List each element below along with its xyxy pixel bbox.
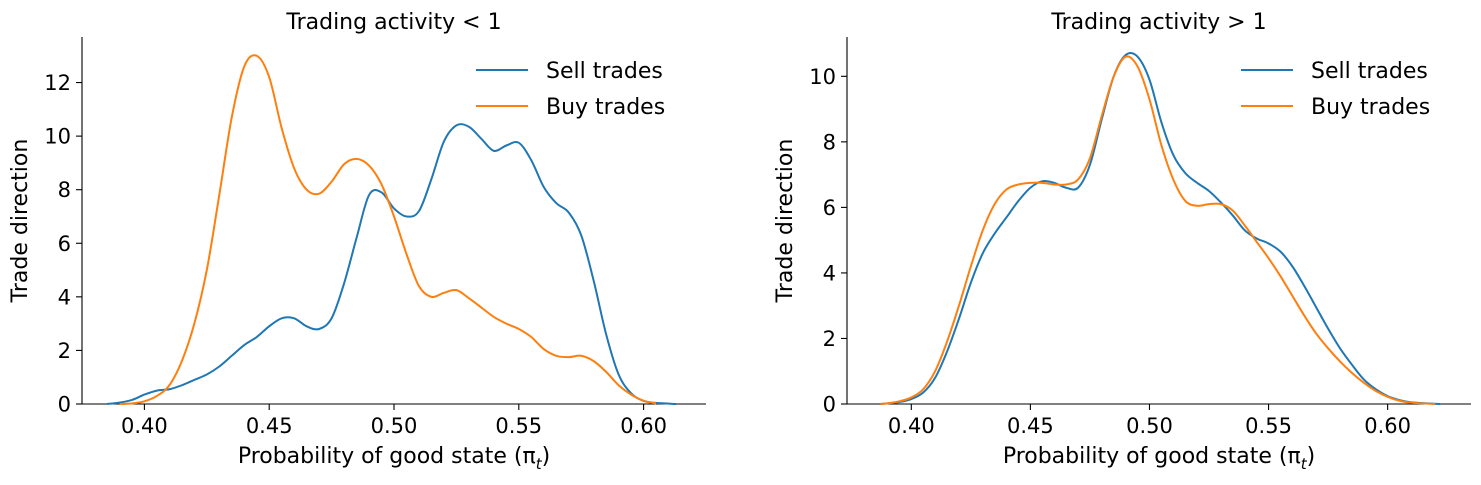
x-tick-label: 0.55 [495,414,542,438]
legend: Sell trades Buy trades [476,59,665,120]
y-tick-label: 0 [823,393,836,417]
x-axis-label: Probability of good state (πt) [1003,444,1315,473]
y-tick-label: 2 [823,327,836,351]
series-line-buy-trades [119,54,657,405]
chart-title: Trading activity < 1 [285,10,501,35]
series-line-buy-trades [880,55,1436,405]
series-line-sell-trades [106,123,677,405]
x-tick-label: 0.50 [1126,414,1173,438]
x-axis-label-subscript: t [1301,455,1308,473]
x-tick-label: 0.60 [1364,414,1411,438]
legend-label-sell-trades: Sell trades [1311,59,1428,84]
y-tick-label: 6 [58,232,71,256]
x-axis-label-close: ) [542,444,551,469]
x-axis-label: Probability of good state (πt) [238,444,550,473]
legend-label-sell-trades: Sell trades [546,59,663,84]
series-line-sell-trades [880,52,1441,405]
y-tick-label: 0 [58,393,71,417]
x-axis-label-close: ) [1307,444,1316,469]
legend-label-buy-trades: Buy trades [546,95,665,120]
x-tick-label: 0.60 [620,414,667,438]
legend-label-buy-trades: Buy trades [1311,95,1430,120]
x-tick-label: 0.45 [246,414,293,438]
y-tick-label: 8 [58,178,71,202]
chart-title: Trading activity > 1 [1050,10,1266,35]
y-axis-label: Trade direction [8,139,33,304]
y-tick-label: 10 [809,65,836,89]
y-tick-label: 10 [44,125,71,149]
y-axis-label: Trade direction [773,139,798,304]
y-tick-label: 6 [823,196,836,220]
x-axis-label-main: Probability of good state (π [238,444,536,469]
x-axis-label-main: Probability of good state (π [1003,444,1301,469]
y-tick-label: 12 [44,71,71,95]
y-tick-label: 2 [58,339,71,363]
x-tick-label: 0.55 [1245,414,1292,438]
chart-panel-1: 0.40 0.45 0.50 0.55 0.60 0 2 4 6 8 10 12 Trading act… [8,10,706,473]
legend: Sell trades Buy trades [1241,59,1430,120]
y-tick-label: 4 [58,285,71,309]
y-tick-label: 8 [823,130,836,154]
x-tick-label: 0.50 [371,414,418,438]
y-tick-label: 4 [823,261,836,285]
x-tick-label: 0.40 [888,414,935,438]
x-axis-label-subscript: t [536,455,543,473]
x-tick-label: 0.40 [121,414,168,438]
chart-panel-2: 0.40 0.45 0.50 0.55 0.60 0 2 4 6 8 10 Trading activ… [773,10,1471,473]
x-tick-label: 0.45 [1007,414,1054,438]
